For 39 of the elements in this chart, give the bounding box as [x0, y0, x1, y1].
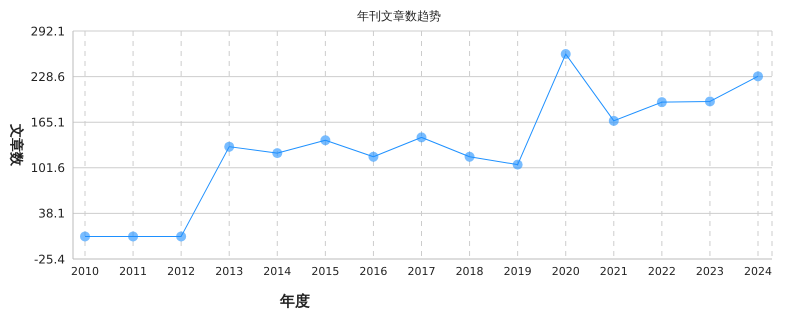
point: [656, 97, 667, 108]
point: [176, 231, 186, 242]
point: [704, 96, 715, 106]
x-tick-label: 2022: [648, 264, 676, 278]
x-tick-label: 2024: [744, 264, 772, 278]
point: [368, 152, 378, 162]
x-tick-label: 2023: [696, 264, 724, 278]
y-tick-label: 165.1: [30, 115, 65, 130]
x-tick-label: 2015: [311, 264, 340, 278]
point: [320, 135, 330, 146]
chart-title: 年刊文章数趋势: [356, 8, 442, 25]
y-tick-label: 228.6: [30, 70, 65, 84]
point: [512, 160, 523, 170]
point: [464, 152, 475, 162]
y-tick-label: -25.4: [34, 252, 65, 266]
y-tick-label: 292.1: [30, 24, 65, 38]
point: [416, 132, 426, 142]
x-tick-label: 2011: [119, 264, 148, 278]
x-tick-label: 2010: [71, 264, 99, 278]
x-tick-label: 2018: [456, 264, 484, 278]
point: [560, 49, 571, 60]
x-tick-label: 2019: [504, 264, 532, 278]
point: [608, 116, 619, 126]
x-tick-label: 2020: [552, 264, 580, 278]
x-tick-label: 2012: [167, 264, 196, 278]
point: [224, 142, 234, 152]
point: [272, 148, 282, 158]
x-tick-label: 2013: [215, 264, 244, 278]
point: [753, 71, 763, 82]
y-tick-label: 38.1: [38, 206, 65, 221]
x-tick-label: 2014: [263, 264, 292, 278]
x-axis-title: 年度: [280, 292, 310, 311]
x-tick-label: 2017: [408, 264, 436, 278]
point: [128, 231, 138, 242]
y-axis-title: 文章数: [7, 123, 25, 168]
y-tick-label: 101.6: [30, 161, 65, 176]
x-tick-label: 2021: [600, 264, 628, 278]
x-tick-label: 2016: [359, 264, 388, 278]
point: [80, 231, 90, 242]
